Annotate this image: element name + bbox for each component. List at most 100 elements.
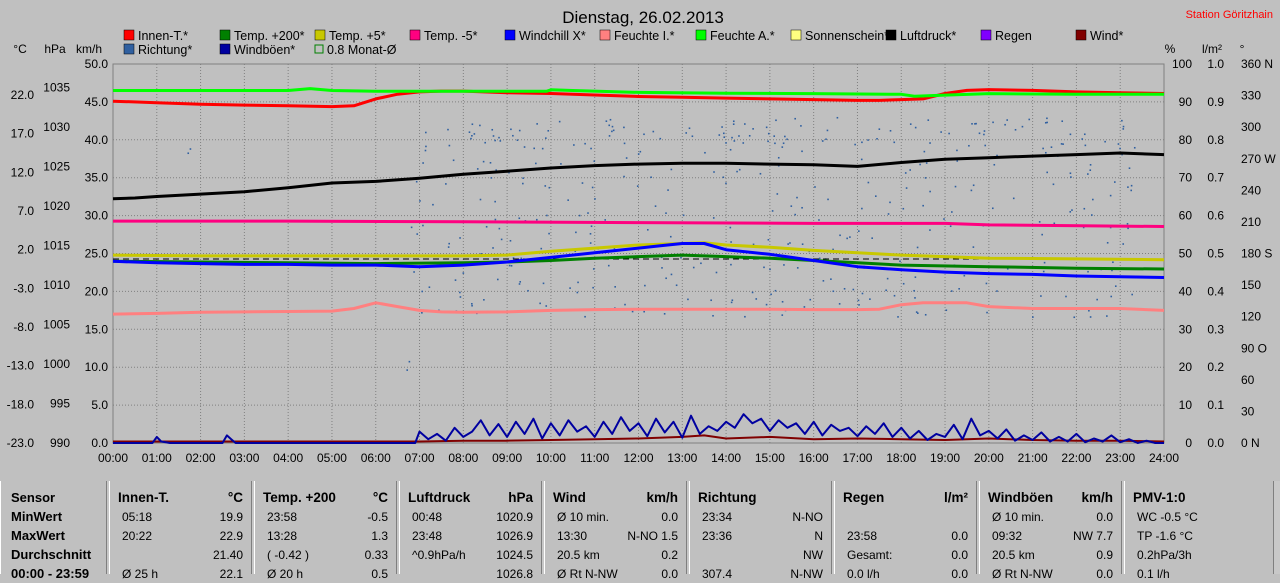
direction-point [459,296,462,298]
direction-point [904,172,907,174]
direction-point [860,158,863,161]
direction-axis-label: 330 [1241,89,1261,103]
direction-point [1122,128,1125,130]
direction-point [471,302,473,305]
direction-point [971,123,973,125]
direction-point [963,274,966,277]
direction-point [786,138,788,141]
direction-point [767,238,770,241]
direction-point [422,162,424,164]
direction-point [929,142,931,144]
direction-point [482,160,485,163]
rain-axis-label: 0.9 [1207,95,1224,109]
legend-item: Temp. +5* [314,29,386,43]
stats-cell-value: N-NO 1.5 [627,529,678,543]
direction-point [1044,121,1047,124]
stats-cell-label: 09:32 [992,529,1023,543]
stats-cell-value: 0.0 [661,567,678,581]
axes: 00:00 01:00 02:00 03:00 04:00 05:00 06:00 07:00… [7,42,1277,465]
direction-point [1111,269,1113,272]
direction-point [1091,214,1093,216]
temp-axis-label: 7.0 [17,204,34,218]
direction-point [643,310,645,313]
direction-axis-label: 90 O [1241,341,1267,355]
direction-point [752,243,755,246]
legend-item: Wind* [1075,29,1123,43]
legend-label: Temp. +5* [329,29,386,43]
direction-point [1110,295,1113,298]
direction-point [608,124,611,127]
direction-point [1069,172,1072,175]
direction-point [846,237,848,240]
rain-axis-label: 0.0 [1207,436,1224,450]
legend-label: Feuchte A.* [710,29,775,43]
direction-point [765,126,768,129]
stats-block-unit: l/m² [943,490,968,505]
legend-item: Innen-T.* [123,29,188,43]
temp-axis-label: 12.0 [11,165,35,179]
direction-point [480,253,483,255]
stats-block-unit: km/h [646,490,678,505]
stats-cell-label: ( -0.42 ) [267,548,310,562]
direction-point [560,163,562,165]
direction-point [919,163,921,166]
rain-axis-label: 0.3 [1207,322,1224,336]
legend-label: Sonnenschein* [805,29,889,43]
direction-point [871,237,873,239]
direction-point [578,214,581,217]
direction-point [663,313,666,315]
stats-cell-label: Ø 10 min. [557,510,610,524]
direction-point [510,264,513,267]
x-tick-label: 17:00 [842,451,872,465]
humidity-axis-label: 40 [1179,284,1193,298]
temp-axis-label: -3.0 [13,281,34,295]
direction-axis-label: 180 S [1241,247,1272,261]
direction-point [1046,121,1048,124]
series-line [112,301,1165,316]
temp-axis-label: 2.0 [17,243,34,257]
direction-point [924,313,927,316]
stats-cell-label: 307.4 [702,567,733,581]
direction-axis-label: 240 [1241,183,1261,197]
stats-row-label: MaxWert [11,528,65,543]
direction-point [470,137,472,140]
direction-point [454,279,457,281]
direction-point [1106,315,1108,317]
stats-block-title: Luftdruck [408,490,471,505]
stats-cell-value: 1.3 [371,529,388,543]
x-tick-label: 12:00 [623,451,653,465]
stats-block-unit: °C [372,490,388,505]
direction-point [801,150,803,153]
legend-label: Temp. +200* [234,29,305,43]
humidity-axis-label: 10 [1179,398,1193,412]
direction-point [744,123,746,125]
direction-point [876,138,878,140]
direction-point [725,182,727,185]
direction-point [712,217,715,219]
direction-axis-label: 120 [1241,310,1261,324]
direction-point [742,142,745,144]
direction-point [913,289,915,292]
direction-point [574,250,577,252]
direction-point [1089,169,1092,171]
stats-cell-label: 00:48 [412,510,443,524]
stats-cell-label: 0.0 l/h [847,567,880,581]
pressure-axis-label: 995 [50,396,70,410]
direction-point [692,266,695,269]
wind-axis-label: 25.0 [85,247,109,261]
direction-point [512,134,514,137]
direction-point [576,291,579,294]
direction-point [422,224,424,227]
direction-point [479,198,482,201]
legend-item: Temp. -5* [409,29,478,43]
direction-point [685,132,688,134]
legend-swatch [790,29,802,41]
direction-point [916,246,919,249]
wind-axis-label: 20.0 [85,284,109,298]
direction-point [951,211,953,213]
direction-point [991,207,994,210]
stats-block: Temp. +200 °C 23:58 -0.5 13:28 1.3 ( -0.42 ) 0.… [254,481,397,581]
direction-point [925,162,928,164]
direction-point [682,214,685,217]
direction-point [447,246,450,248]
